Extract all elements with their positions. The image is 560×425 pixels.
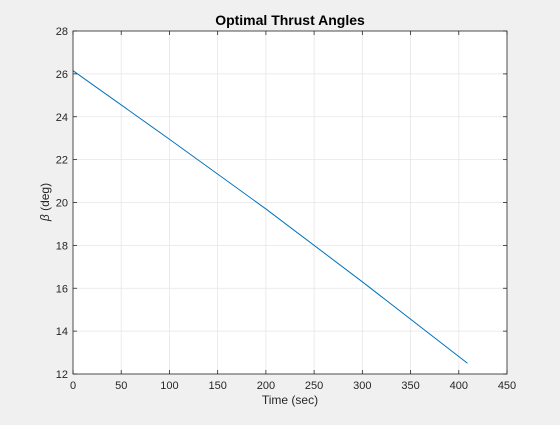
- x-tick-label: 0: [70, 380, 76, 392]
- series-line-0: [72, 70, 468, 364]
- x-tick-label: 200: [257, 380, 275, 392]
- y-tick-label: 24: [56, 112, 68, 124]
- x-tick-label: 400: [450, 380, 468, 392]
- x-tick-label: 350: [401, 380, 419, 392]
- y-tick-label: 18: [56, 240, 68, 252]
- y-tick-label: 22: [56, 155, 68, 167]
- x-tick-label: 100: [160, 380, 178, 392]
- tick-marks: [72, 30, 508, 375]
- y-tick-label: 12: [56, 369, 68, 381]
- x-tick-labels: 0 50 100 150 200 250 300 350 400 450: [70, 380, 516, 392]
- x-axis-label: Time (sec): [262, 393, 318, 407]
- series-layer: [72, 70, 468, 364]
- y-tick-label: 28: [56, 26, 68, 38]
- x-tick-label: 300: [353, 380, 371, 392]
- y-tick-labels: 12 14 16 18 20 22 24 26 28: [56, 26, 68, 381]
- x-tick-label: 150: [208, 380, 226, 392]
- y-tick-label: 16: [56, 283, 68, 295]
- y-axis-label: β (deg): [38, 183, 52, 222]
- y-tick-label: 14: [56, 326, 68, 338]
- x-tick-label: 450: [498, 380, 516, 392]
- x-tick-label: 50: [115, 380, 127, 392]
- x-tick-label: 250: [305, 380, 323, 392]
- y-tick-label: 20: [56, 198, 68, 210]
- y-tick-label: 26: [56, 69, 68, 81]
- y-axis-label-symbol: β: [38, 214, 52, 222]
- y-axis-label-text: (deg): [38, 183, 52, 214]
- chart-title: Optimal Thrust Angles: [215, 12, 365, 28]
